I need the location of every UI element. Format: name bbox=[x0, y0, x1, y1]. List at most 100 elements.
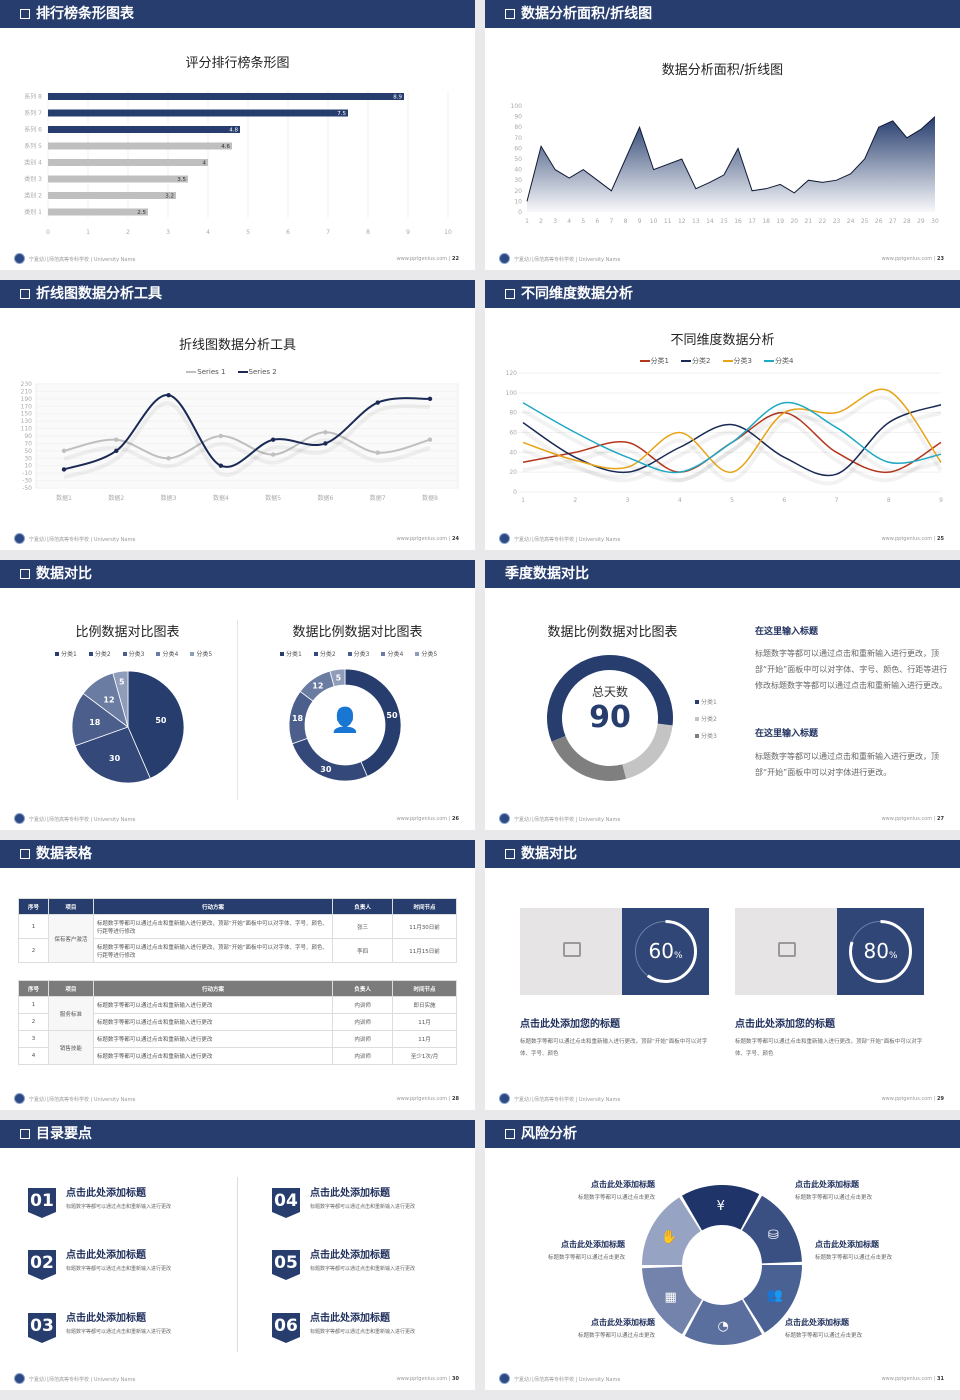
ring-segment bbox=[742, 1195, 802, 1264]
risk-text: 标题数字等都可以通过点击更改 bbox=[815, 1255, 893, 1261]
site-and-page: www.pptgenius.com | 25 bbox=[881, 536, 944, 542]
slide-31: 风险分析 宁夏幼儿师范高等专科学校 | University Name www.pp… bbox=[485, 1120, 960, 1390]
x-tick-label: 2 bbox=[573, 497, 577, 504]
bar bbox=[48, 159, 208, 166]
x-tick-label: 9 bbox=[939, 497, 943, 504]
slide-28: 数据表格 宁夏幼儿师范高等专科学校 | University Name www.pp… bbox=[0, 840, 475, 1110]
x-tick-label: 10 bbox=[650, 218, 658, 225]
slide-header: 数据对比 bbox=[0, 560, 475, 588]
y-tick-label: 0 bbox=[518, 209, 522, 216]
school-name: 宁夏幼儿师范高等专科学校 | University Name bbox=[29, 1097, 136, 1103]
slide-header: 数据对比 bbox=[485, 840, 960, 868]
x-tick-label: 14 bbox=[706, 218, 714, 225]
column-header: 项目 bbox=[47, 898, 94, 915]
add-image-icon bbox=[778, 942, 796, 957]
add-image-icon bbox=[563, 942, 581, 957]
item-text: 标题数字等都可以通过点击和重新输入进行更改 bbox=[310, 1329, 416, 1335]
x-tick-label: 13 bbox=[692, 218, 700, 225]
divider bbox=[237, 620, 238, 800]
category-label: 系列 5 bbox=[24, 142, 42, 150]
slide-footer: 宁夏幼儿师范高等专科学校 | University Name www.pptgen… bbox=[0, 252, 475, 266]
bar-value-label: 3.2 bbox=[165, 194, 174, 200]
y-tick-label: 10 bbox=[24, 463, 32, 470]
card-text: 标题数字等都可以通过点击和重新输入进行更改，顶部“开始”面板中可以对字体、字号、… bbox=[735, 1039, 923, 1057]
x-tick-label: 7 bbox=[609, 218, 613, 225]
row-number: 3 bbox=[18, 1030, 49, 1048]
y-tick-label: 60 bbox=[509, 430, 517, 437]
legend-item: 分类1 bbox=[639, 357, 675, 365]
school-name: 宁夏幼儿师范高等专科学校 | University Name bbox=[514, 1097, 621, 1103]
progress-ring bbox=[634, 920, 697, 983]
x-tick-label: 21 bbox=[805, 218, 813, 225]
note-text: 标题数字等都可以通过点击和重新输入进行更改，顶部“开始”面板中可以对字体进行更改… bbox=[755, 752, 939, 777]
legend-swatch bbox=[695, 700, 699, 704]
legend-swatch bbox=[313, 652, 318, 656]
item-title[interactable]: 点击此处添加标题 bbox=[66, 1188, 146, 1199]
row-number: 2 bbox=[18, 938, 49, 963]
category-label: 类别 2 bbox=[24, 192, 42, 200]
slice bbox=[127, 670, 185, 779]
x-tick-label: 8 bbox=[887, 497, 891, 504]
legend-item: 分类1 bbox=[55, 651, 83, 658]
row-number: 1 bbox=[18, 996, 49, 1014]
percent-value: 80% bbox=[837, 938, 924, 969]
chart-title: 比例数据对比图表 bbox=[75, 625, 180, 640]
slide-title: 数据表格 bbox=[36, 846, 92, 862]
slide-header: 不同维度数据分析 bbox=[485, 280, 960, 308]
slide-footer: 宁夏幼儿师范高等专科学校 | University Name www.pptgen… bbox=[485, 1372, 960, 1386]
data-point bbox=[323, 430, 328, 435]
risk-text: 标题数字等都可以通过点击更改 bbox=[577, 1195, 655, 1201]
legend-item: 分类3 bbox=[695, 731, 723, 740]
legend-swatch bbox=[190, 652, 195, 656]
risk-title: 点击此处添加标题 bbox=[795, 1180, 859, 1189]
slide-title: 折线图数据分析工具 bbox=[36, 286, 162, 302]
site-url: www.pptgenius.com bbox=[396, 1376, 448, 1382]
item-title[interactable]: 点击此处添加标题 bbox=[310, 1250, 390, 1261]
data-point bbox=[114, 437, 119, 442]
series-shadow bbox=[63, 438, 431, 469]
risk-text: 标题数字等都可以通过点击更改 bbox=[785, 1333, 863, 1339]
column-header: 项目 bbox=[47, 980, 94, 997]
data-point bbox=[270, 437, 276, 442]
bar-value-label: 8.9 bbox=[393, 95, 402, 101]
x-tick-label: 19 bbox=[776, 218, 784, 225]
item-text: 标题数字等都可以通过点击和重新输入进行更改 bbox=[310, 1204, 416, 1210]
slide-title: 不同维度数据分析 bbox=[521, 286, 633, 302]
plan-cell: 标题数字等都可以通过点击和重新输入进行更改，顶部“开始”面板中可以对字体、字号、… bbox=[92, 914, 334, 939]
page-number: 31 bbox=[937, 1376, 944, 1382]
legend-swatch bbox=[763, 360, 774, 362]
item-title[interactable]: 点击此处添加标题 bbox=[66, 1250, 146, 1261]
table-row: 2 标题数字等都可以通过点击和重新输入进行更改，顶部“开始”面板中可以对字体、字号… bbox=[18, 938, 457, 963]
ring-segment bbox=[743, 1265, 802, 1333]
table-row: 3 销售技能 标题数字等都可以通过点击和重新输入进行更改 内训师 11月 bbox=[18, 1030, 457, 1065]
university-logo-icon bbox=[499, 253, 510, 264]
slide-footer: 宁夏幼儿师范高等专科学校 | University Name www.pptgen… bbox=[0, 1372, 475, 1386]
category-label: 类别 1 bbox=[24, 208, 42, 216]
school-name: 宁夏幼儿师范高等专科学校 | University Name bbox=[29, 817, 136, 823]
data-point bbox=[166, 456, 171, 461]
percent-panel: 80% bbox=[837, 908, 924, 995]
deadline-cell: 至少1次/月 bbox=[392, 1047, 457, 1065]
university-logo-icon bbox=[14, 253, 25, 264]
university-logo-icon bbox=[499, 813, 510, 824]
y-tick-label: 150 bbox=[21, 411, 33, 418]
image-placeholder[interactable] bbox=[520, 908, 622, 995]
x-tick-label: 24 bbox=[847, 218, 855, 225]
x-tick-label: 1 bbox=[521, 497, 525, 504]
item-title[interactable]: 点击此处添加标题 bbox=[310, 1188, 390, 1199]
image-placeholder[interactable] bbox=[735, 908, 837, 995]
site-url: www.pptgenius.com bbox=[396, 536, 448, 542]
series-shadow bbox=[521, 410, 942, 486]
x-tick-label: 11 bbox=[664, 218, 672, 225]
item-title[interactable]: 点击此处添加标题 bbox=[66, 1313, 146, 1324]
x-tick-label: 26 bbox=[875, 218, 883, 225]
slice-label: 18 bbox=[292, 714, 304, 723]
y-tick-label: 80 bbox=[509, 410, 517, 417]
legend-item: 分类1 bbox=[695, 697, 723, 706]
site-and-page: www.pptgenius.com | 24 bbox=[396, 536, 459, 542]
y-tick-label: 70 bbox=[24, 440, 32, 447]
x-tick-label: 6 bbox=[782, 497, 786, 504]
slice bbox=[291, 737, 368, 782]
series-shadow bbox=[522, 395, 943, 483]
item-title[interactable]: 点击此处添加标题 bbox=[310, 1313, 390, 1324]
